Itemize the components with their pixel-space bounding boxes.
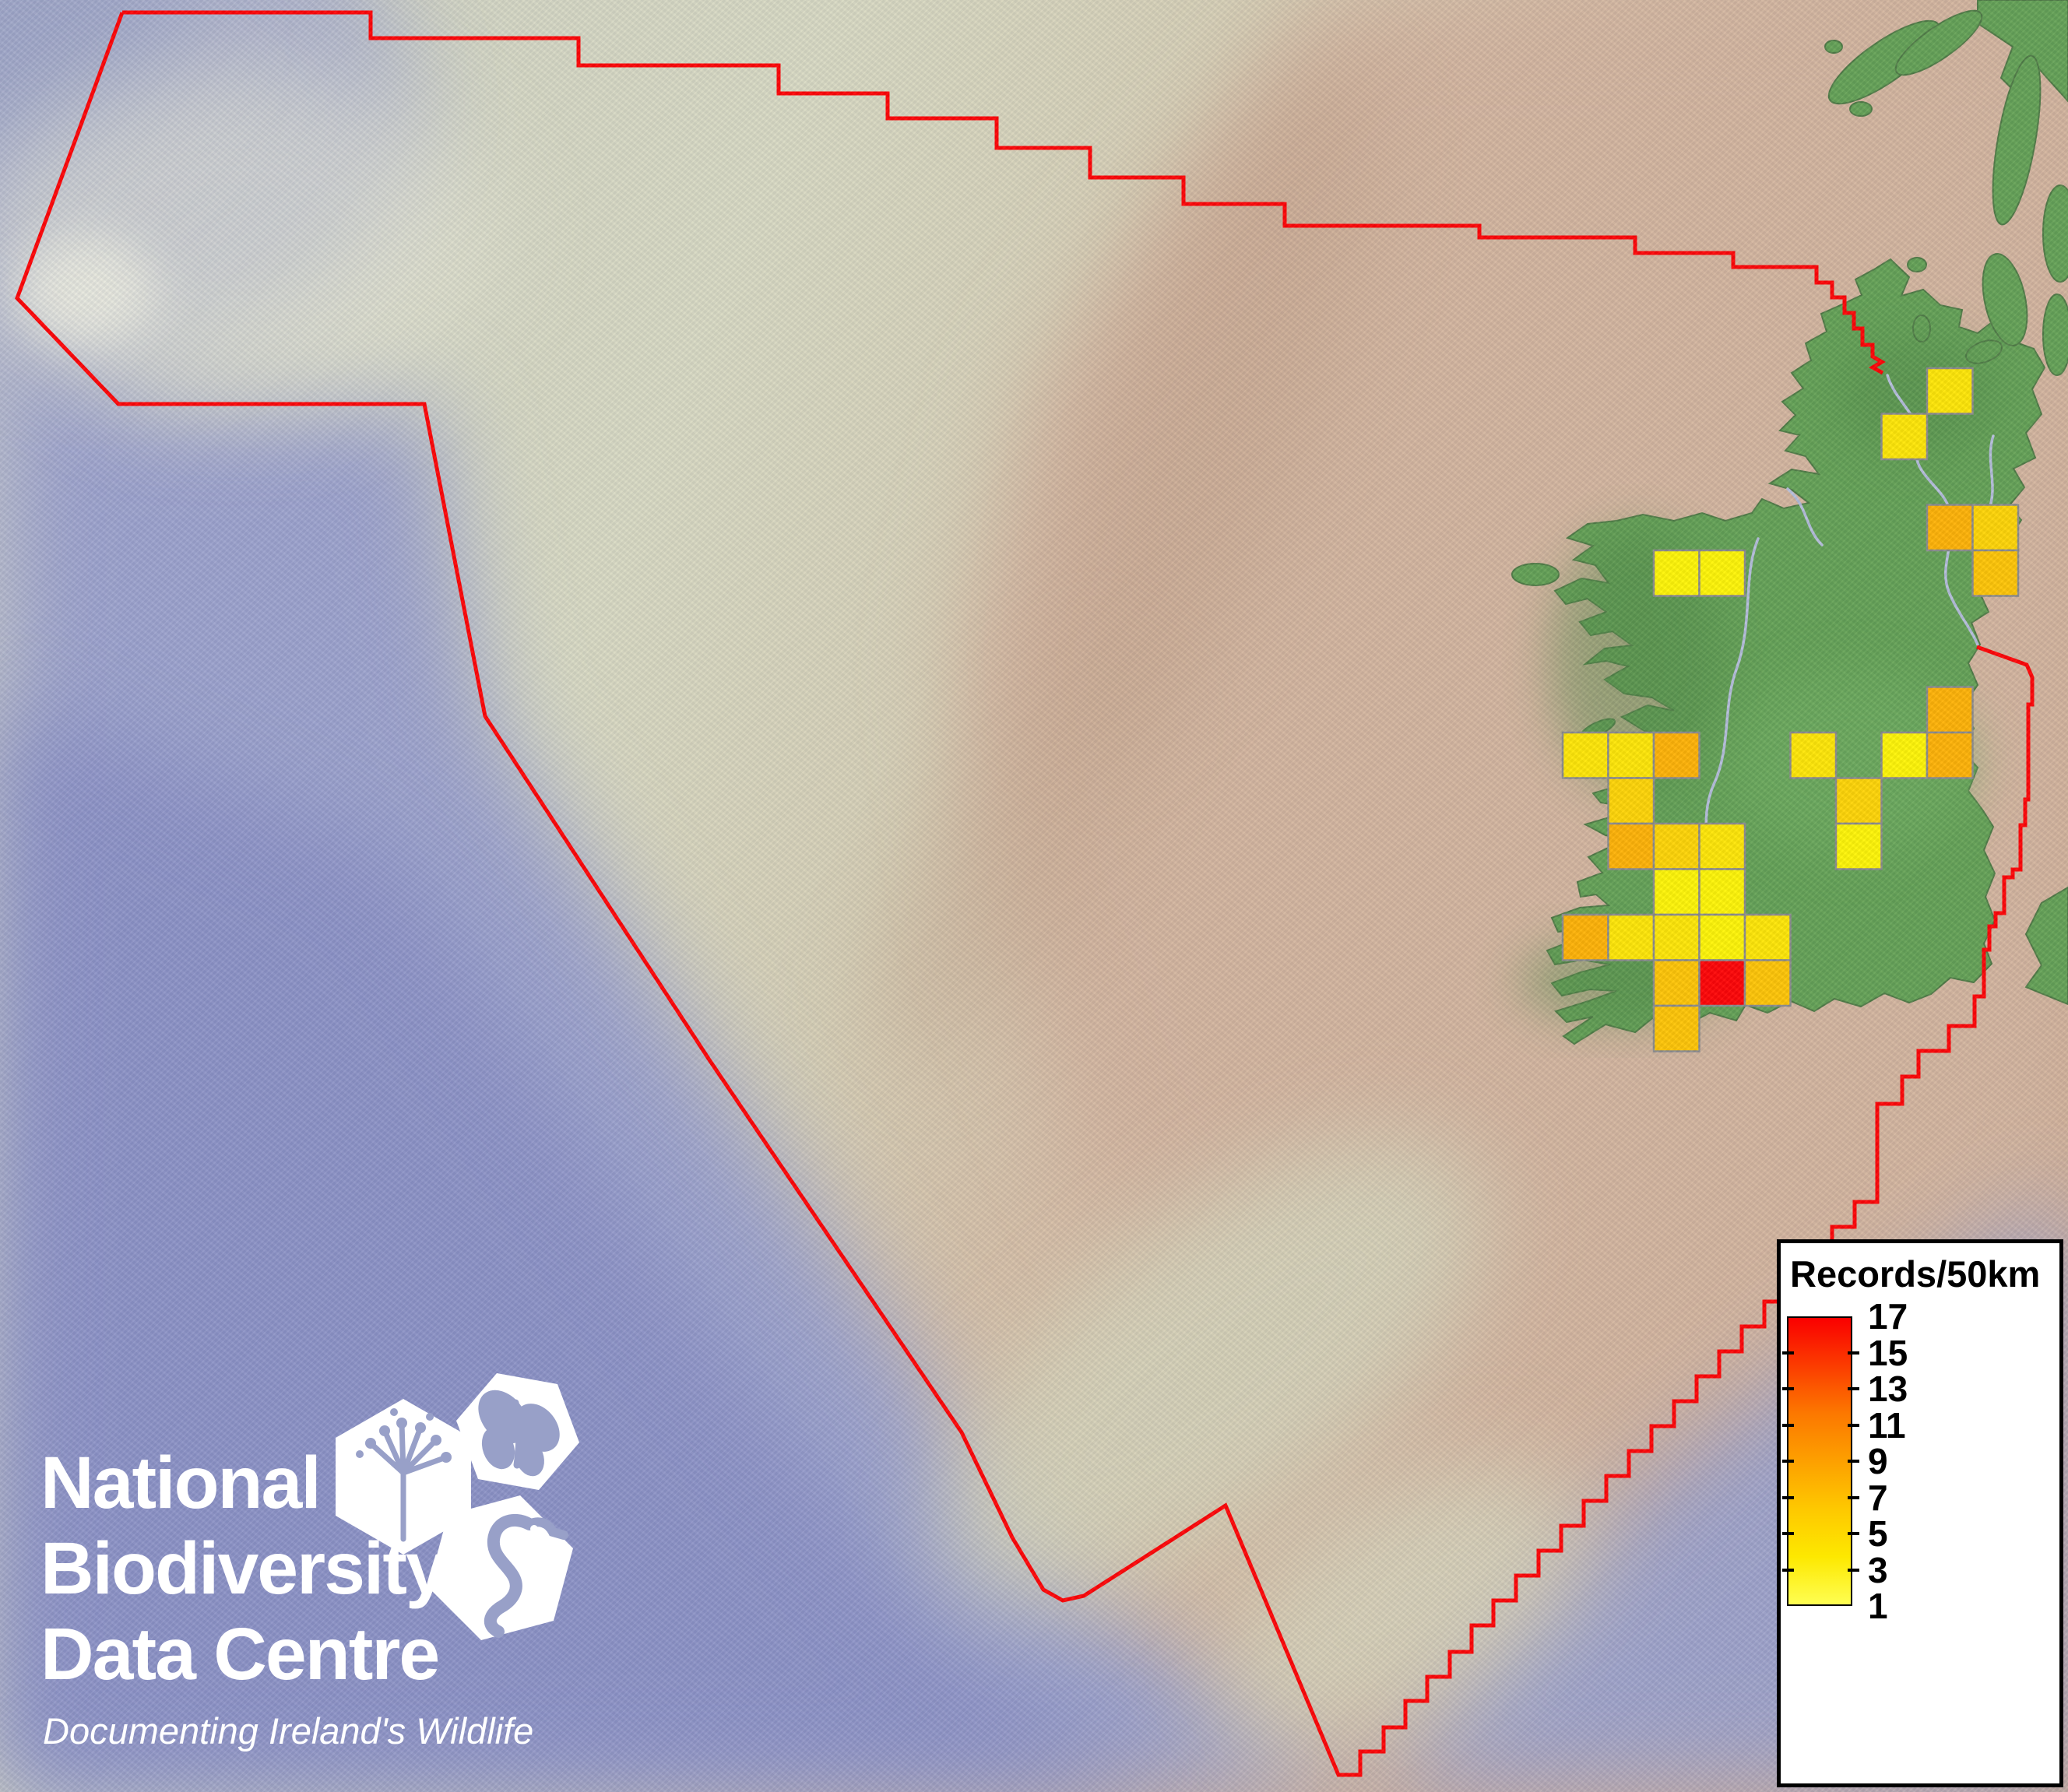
grid-cell-records: [1652, 549, 1700, 597]
grid-cell-records: [1743, 913, 1792, 961]
legend-tick: [1782, 1423, 1794, 1427]
grid-cell-records: [1834, 777, 1883, 825]
hexagon-seahorse-icon: [428, 1495, 573, 1640]
grid-cell-records: [1652, 913, 1700, 961]
eez-boundary: [15, 10, 2035, 1777]
grid-cell-records: [1926, 504, 1974, 552]
grid-cell-records: [1926, 686, 1974, 734]
grid-cell-records: [1789, 731, 1838, 779]
eez-boundary-north-line: [122, 10, 1886, 375]
legend-tick: [1848, 1460, 1859, 1463]
river-bann-line: [1989, 434, 1995, 508]
legend-tick: [1782, 1387, 1794, 1390]
legend-tick: [1848, 1532, 1859, 1535]
legend-value-label: 3: [1868, 1549, 1888, 1590]
grid-cell-records: [1607, 731, 1655, 779]
legend-value-label: 9: [1868, 1441, 1888, 1481]
grid-cell-records: [1971, 549, 2020, 597]
wales-landmass: [2024, 886, 2068, 1006]
eez-boundary-west-line: [15, 12, 2035, 1777]
logo-line-1: National: [40, 1442, 322, 1524]
legend-tick: [1848, 1495, 1859, 1499]
logo-line-3: Data Centre: [40, 1613, 440, 1695]
legend-value-label: 11: [1868, 1404, 1906, 1446]
legend-tick: [1782, 1532, 1794, 1535]
grid-cell-records: [1834, 822, 1883, 870]
grid-cell-records: [1926, 367, 1974, 415]
grid-cell-records: [1652, 959, 1700, 1007]
legend-value-label: 5: [1868, 1513, 1888, 1554]
river-erne-line: [1786, 487, 1824, 546]
legend-panel: Records/50km 17 15 13 11 9 7 5 3 1: [1777, 1239, 2063, 1787]
grid-cell-records: [1652, 731, 1700, 779]
grid-cell-records: [1698, 959, 1746, 1007]
legend-value-label: 15: [1868, 1332, 1908, 1373]
legend-value-label: 13: [1868, 1369, 1908, 1409]
grid-cell-records: [1607, 913, 1655, 961]
grid-cell-records: [1926, 731, 1974, 779]
britain-landmass: [1824, 0, 2068, 1006]
records-grid: [1561, 367, 2020, 1052]
grid-cell-records: [1698, 549, 1746, 597]
legend-tick: [1782, 1568, 1794, 1572]
grid-cell-records: [1652, 1004, 1700, 1052]
hexagon-butterfly-icon: [456, 1373, 579, 1490]
grid-cell-records: [1652, 822, 1700, 870]
grid-cell-records: [1698, 913, 1746, 961]
grid-cell-records: [1880, 731, 1929, 779]
legend-tick: [1848, 1568, 1859, 1572]
legend-title: Records/50km: [1790, 1253, 2041, 1295]
grid-cell-records: [1607, 777, 1655, 825]
legend-value-label: 7: [1868, 1477, 1888, 1518]
grid-cell-records: [1561, 731, 1609, 779]
legend-value-label: 1: [1868, 1586, 1888, 1626]
grid-cell-records: [1607, 822, 1655, 870]
grid-cell-records: [1698, 822, 1746, 870]
river-shannon-line: [1700, 537, 1760, 852]
logo-hexagons: [336, 1373, 579, 1640]
legend-tick: [1848, 1423, 1859, 1427]
legend-tick: [1848, 1351, 1859, 1355]
grid-cell-records: [1880, 413, 1929, 461]
grid-cell-records: [1743, 959, 1792, 1007]
legend-gradient-bar: [1787, 1316, 1852, 1606]
legend-tick: [1782, 1495, 1794, 1499]
legend-tick: [1782, 1460, 1794, 1463]
legend-tick: [1782, 1351, 1794, 1355]
legend-value-label: 17: [1868, 1296, 1908, 1337]
achill-island: [1511, 563, 1560, 586]
grid-cell-records: [1698, 868, 1746, 916]
legend-tick: [1848, 1387, 1859, 1390]
grid-cell-records: [1971, 504, 2020, 552]
grid-cell-records: [1652, 868, 1700, 916]
logo-line-2: Biodiversity: [40, 1527, 447, 1610]
logo-tagline: Documenting Ireland's Wildlife: [43, 1710, 534, 1752]
hexagon-umbel-icon: [336, 1399, 471, 1555]
grid-cell-records: [1561, 913, 1609, 961]
